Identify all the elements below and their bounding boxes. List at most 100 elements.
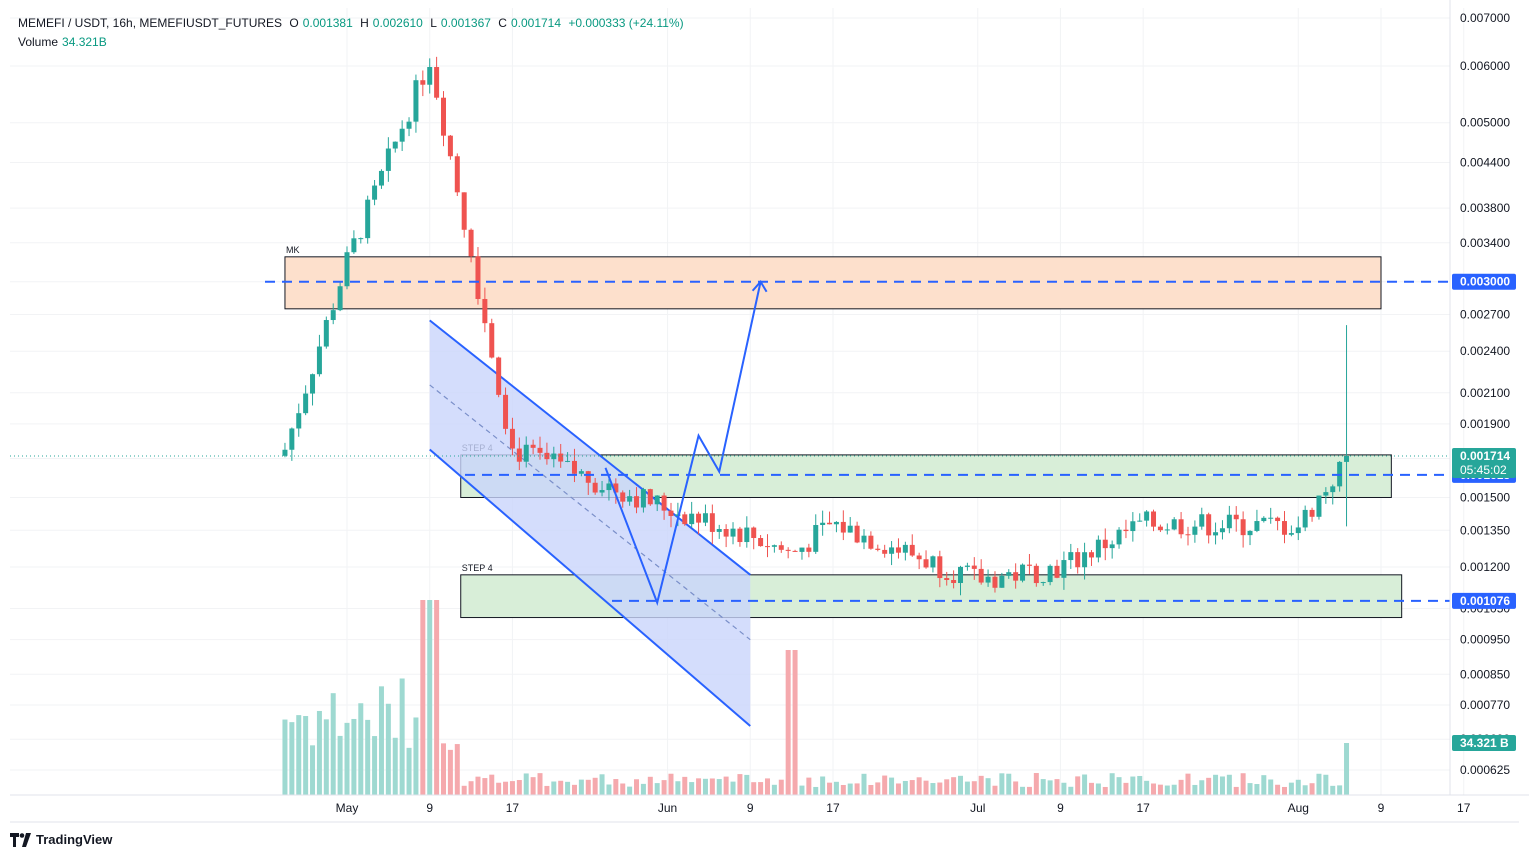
volume-bar — [1006, 773, 1012, 795]
volume-bar — [964, 781, 970, 795]
volume-bar — [1275, 784, 1281, 795]
candle-body — [820, 522, 826, 526]
candle-body — [813, 525, 819, 552]
candle-body — [992, 576, 998, 588]
volume-bar — [951, 777, 957, 795]
volume-bar — [1013, 781, 1019, 795]
volume-bar — [392, 737, 398, 795]
volume-bar — [702, 778, 708, 795]
change-value: +0.000333 (+24.11%) — [568, 16, 684, 30]
candle-body — [358, 238, 364, 240]
candle-body — [1219, 528, 1225, 533]
open-value: 0.001381 — [302, 16, 353, 30]
x-tick-label: Jul — [970, 801, 985, 815]
candle-body — [1344, 455, 1350, 462]
volume-bar — [923, 780, 929, 795]
volume-bar — [889, 777, 895, 795]
tradingview-logo[interactable]: TradingView — [10, 832, 112, 847]
candle-body — [316, 346, 322, 375]
volume-bar — [682, 776, 688, 795]
volume-bar — [944, 779, 950, 795]
candle-body — [1323, 492, 1329, 496]
candle-body — [944, 578, 950, 580]
volume-bar — [627, 786, 633, 795]
volume-bar — [1344, 743, 1350, 795]
close-value: 0.001714 — [510, 16, 562, 30]
candle-body — [1233, 514, 1239, 520]
candle-body — [537, 447, 543, 453]
volume-bar — [758, 782, 764, 795]
y-tick-label: 0.001900 — [1460, 417, 1510, 431]
candle-body — [1247, 530, 1253, 536]
candle-body — [585, 471, 591, 483]
volume-bar — [509, 781, 515, 795]
candle-body — [627, 496, 633, 502]
candle-body — [1095, 539, 1101, 558]
volume-bar — [330, 693, 336, 795]
volume-bar — [764, 778, 770, 795]
volume-bar — [882, 775, 888, 795]
candle-body — [434, 67, 440, 98]
volume-bar — [985, 778, 991, 795]
volume-bar — [847, 783, 853, 795]
y-tick-label: 0.000950 — [1460, 633, 1510, 647]
volume-tag-label: 34.321 B — [1460, 736, 1509, 750]
volume-bar — [303, 716, 309, 795]
candle-body — [1054, 565, 1060, 578]
candle-body — [1013, 572, 1019, 581]
volume-bar — [909, 780, 915, 795]
candle-body — [489, 323, 495, 358]
y-tick-label: 0.006000 — [1460, 59, 1510, 73]
candle-body — [861, 535, 867, 543]
y-tick-label: 0.000770 — [1460, 698, 1510, 712]
zone-label: MK — [286, 245, 300, 255]
volume-bar — [1054, 779, 1060, 795]
volume-bar — [840, 784, 846, 795]
volume-bar — [1061, 782, 1067, 795]
volume-bar — [716, 779, 722, 795]
candle-body — [496, 357, 502, 395]
volume-bar — [585, 779, 591, 795]
volume-bar — [744, 774, 750, 795]
volume-bar — [316, 710, 322, 795]
candle-body — [730, 528, 736, 537]
volume-bar — [323, 719, 329, 795]
volume-label[interactable]: Volume — [18, 35, 59, 49]
candle-body — [310, 374, 316, 394]
candle-body — [565, 460, 571, 462]
projection-path — [10, 280, 1450, 606]
volume-bar — [296, 715, 302, 795]
volume-bar — [378, 686, 384, 795]
candle-body — [420, 80, 426, 85]
volume-bar — [1268, 779, 1274, 795]
candle-body — [1275, 517, 1281, 522]
candle-body — [985, 576, 991, 583]
volume-bar — [751, 782, 757, 795]
candle-body — [1268, 517, 1274, 519]
candle-body — [1254, 521, 1260, 531]
candle-body — [923, 559, 929, 568]
volume-bar — [399, 678, 405, 795]
candle-body — [578, 471, 584, 474]
volume-bar — [730, 781, 736, 795]
x-tick-label: 17 — [1457, 801, 1471, 815]
volume-bar — [1040, 779, 1046, 795]
volume-bar — [1033, 773, 1039, 795]
volume-bar — [854, 783, 860, 795]
candle-body — [647, 489, 653, 505]
y-tick-label: 0.003400 — [1460, 236, 1510, 250]
close-label: C — [498, 16, 507, 30]
volume-bar — [592, 777, 598, 795]
x-tick-label: Jun — [658, 801, 677, 815]
symbol-title[interactable]: MEMEFI / USDT, 16h, MEMEFIUSDT_FUTURES — [18, 16, 283, 30]
volume-bar — [551, 781, 557, 795]
volume-bar — [661, 780, 667, 795]
candle-body — [882, 549, 888, 554]
candle-body — [1109, 544, 1115, 549]
open-label: O — [289, 16, 299, 30]
volume-bar — [1199, 780, 1205, 795]
price-tag-label: 0.003000 — [1460, 275, 1510, 289]
candle-body — [1130, 521, 1136, 532]
candle-body — [971, 565, 977, 569]
